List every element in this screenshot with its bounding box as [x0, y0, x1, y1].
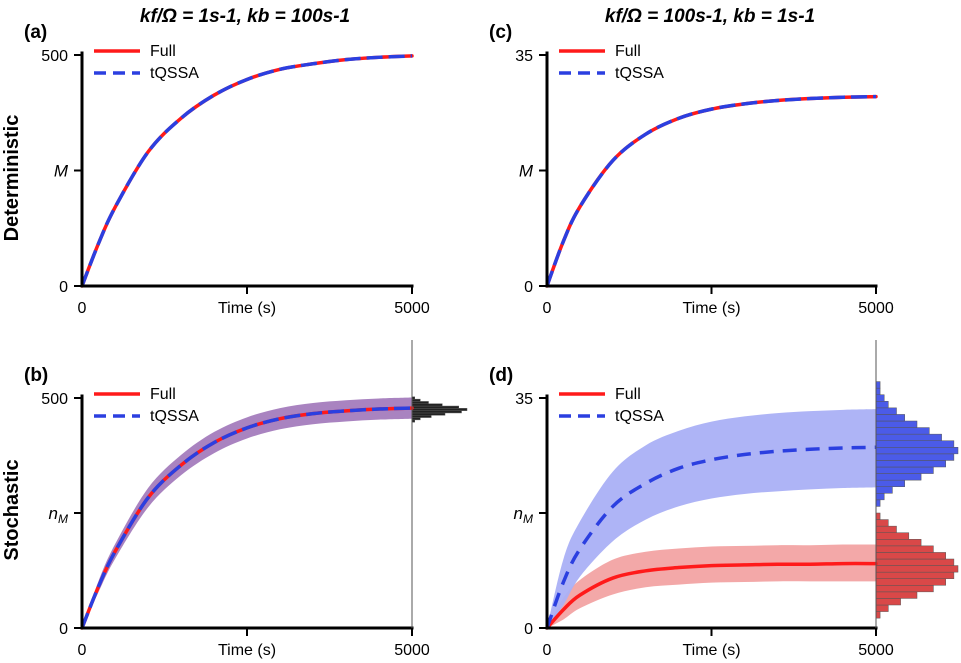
- histogram-bar: [411, 408, 468, 411]
- x-tick-label: 0: [78, 642, 87, 659]
- x-tick-label: 0: [543, 642, 552, 659]
- y-tick-label: 0: [524, 279, 533, 296]
- y-tick-label: 35: [515, 391, 533, 408]
- histogram-bar: [875, 466, 934, 474]
- histogram-bar: [411, 398, 421, 402]
- histogram-bar: [875, 598, 901, 606]
- histogram-bar: [875, 578, 946, 586]
- panel-b: 0 500 nM 0 5000 Time (s) (b) Full tQSSA: [24, 340, 468, 659]
- panel-label: (b): [24, 365, 48, 386]
- series-line-full: [80, 54, 414, 288]
- histogram-bar: [411, 410, 462, 414]
- histogram-bar: [875, 394, 885, 402]
- histogram-bar: [411, 405, 459, 409]
- histogram-bar: [875, 453, 955, 461]
- panel-d: 0 35 nM 0 5000 Time (s) (d) Full tQSSA: [489, 340, 959, 659]
- histogram-bar: [875, 565, 959, 573]
- panel-label: (d): [489, 365, 513, 386]
- histogram-bar: [875, 532, 910, 540]
- histogram-bar: [411, 401, 429, 405]
- histogram-bar: [875, 427, 930, 435]
- x-tick-label: 5000: [394, 300, 430, 317]
- column-title-left: kf/Ω = 1s-1, kb = 100s-1: [140, 6, 350, 27]
- legend-label-tqssa: tQSSA: [150, 408, 199, 425]
- histogram-bar: [875, 387, 881, 395]
- y-axis-label: M: [519, 162, 534, 181]
- histogram-bar: [875, 473, 922, 481]
- histogram-bar: [411, 417, 421, 421]
- legend-label-full: Full: [150, 386, 176, 403]
- histogram-bar: [875, 525, 897, 533]
- legend-label-full: Full: [615, 386, 641, 403]
- y-axis-label: M: [54, 162, 69, 181]
- histogram-bar: [875, 545, 934, 553]
- panel-c: 0 35 M 0 5000 Time (s) (c) Full tQSSA: [489, 22, 894, 317]
- histogram-bar: [875, 611, 881, 619]
- panel-label: (a): [24, 22, 47, 43]
- histogram-bar: [875, 539, 922, 547]
- legend-label-tqssa: tQSSA: [615, 408, 664, 425]
- panel-label: (c): [489, 22, 512, 43]
- histogram-bar: [875, 414, 905, 422]
- histogram-bar: [875, 460, 946, 468]
- histogram-bar: [875, 512, 881, 520]
- y-axis-label: nM: [49, 504, 68, 526]
- histogram-bar: [875, 420, 918, 428]
- x-tick-label: 0: [78, 300, 87, 317]
- row-label-stochastic: Stochastic: [1, 459, 23, 560]
- legend-label-full: Full: [150, 43, 176, 60]
- y-tick-label: 0: [524, 621, 533, 638]
- x-tick-label: 5000: [858, 300, 894, 317]
- histogram-bar: [411, 412, 446, 416]
- y-tick-label: 35: [515, 48, 533, 65]
- y-tick-label: 500: [41, 391, 68, 408]
- histogram-bar: [411, 415, 432, 418]
- row-label-deterministic: Deterministic: [1, 115, 23, 242]
- histogram-bar: [875, 407, 897, 415]
- histogram-bar: [875, 447, 959, 455]
- band-tqssa: [547, 409, 876, 628]
- series-line-full: [545, 94, 878, 288]
- series-line-full: [545, 561, 878, 630]
- series-line-tqssa: [80, 54, 413, 287]
- histogram-bar: [875, 552, 946, 560]
- histogram-bar: [875, 401, 889, 409]
- histogram-bar: [875, 585, 934, 593]
- x-axis-label: Time (s): [682, 642, 740, 659]
- histogram-bar: [875, 519, 889, 527]
- x-axis-label: Time (s): [218, 300, 276, 317]
- column-title-right: kf/Ω = 100s-1, kb = 1s-1: [605, 6, 815, 27]
- histogram-bar: [875, 558, 955, 566]
- y-tick-label: 0: [59, 621, 68, 638]
- histogram-bar: [875, 486, 893, 494]
- histogram-bar: [875, 604, 889, 612]
- y-axis-label: nM: [514, 504, 533, 526]
- legend-label-tqssa: tQSSA: [150, 65, 199, 82]
- histogram-bar: [411, 403, 443, 407]
- x-axis-label: Time (s): [218, 642, 276, 659]
- series-line-tqssa: [80, 406, 413, 629]
- histogram-bar: [875, 381, 881, 389]
- histogram-bar: [875, 493, 885, 501]
- x-axis-label: Time (s): [682, 300, 740, 317]
- x-tick-label: 0: [543, 300, 552, 317]
- band-full: [82, 397, 412, 628]
- x-tick-label: 5000: [394, 642, 430, 659]
- series-line-tqssa: [545, 94, 877, 287]
- legend-label-tqssa: tQSSA: [615, 65, 664, 82]
- histogram-bar: [875, 571, 955, 579]
- histogram-bar: [875, 499, 881, 507]
- histogram-bar: [875, 479, 905, 487]
- histogram-bar: [875, 591, 918, 599]
- y-tick-label: 0: [59, 279, 68, 296]
- series-line-tqssa: [545, 445, 877, 629]
- legend-label-full: Full: [615, 43, 641, 60]
- x-tick-label: 5000: [858, 642, 894, 659]
- y-tick-label: 500: [41, 48, 68, 65]
- panel-a: 0 500 M 0 5000 Time (s) (a) Full tQSSA: [24, 22, 430, 317]
- histogram-bar: [875, 433, 942, 441]
- histogram-bar: [875, 440, 955, 448]
